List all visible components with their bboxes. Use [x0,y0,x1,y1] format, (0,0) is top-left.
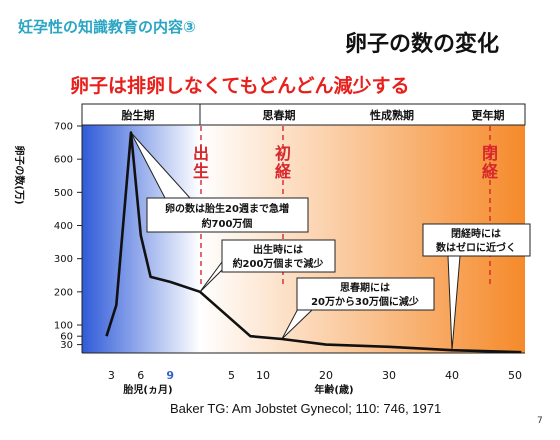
marker-menopause: 閉経 [482,126,499,285]
x-axis-label-age: 年齢(歳) [314,383,353,396]
oocyte-count-chart: 胎生期 思春期 性成熟期 更年期 30601002003004005006007… [13,103,531,396]
marker-menarche-label: 初経 [275,144,292,181]
slide-title: 卵子の数の変化 [345,32,500,57]
marker-menopause-label: 閉経 [482,144,499,181]
marker-birth-label: 出生 [193,144,209,181]
y-tick-label: 100 [54,321,73,332]
y-tick-label: 200 [54,287,73,298]
x-tick-label-age: 10 [256,369,270,382]
y-tick-label: 300 [54,254,73,265]
series-line [105,131,522,354]
annotation-peak-line1: 卵の数は胎生20週まで急増 [165,202,289,215]
y-tick-label: 500 [54,188,73,199]
annotation-menopause-box [422,223,531,257]
x-tick-label-fetal: 3 [108,369,115,382]
x-tick-label-age: 5 [228,369,235,382]
phase-label-fetal: 胎生期 [121,108,155,122]
x-tick-label-fetal: 9 [166,369,174,382]
phase-label-maturity: 性成熟期 [370,108,414,122]
citation: Baker TG: Am Jobstet Gynecol; 110: 746, … [170,401,442,416]
x-tick-label-age: 40 [445,369,459,382]
marker-menarche: 初経 [275,126,292,285]
y-tick-label: 600 [54,155,73,166]
callout-pointers [130,132,461,351]
annotation-birth-box [221,239,336,273]
annotation-puberty-line1: 思春期には [340,281,390,294]
annotation-menopause: 閉経時には 数はゼロに近づく [422,223,531,257]
series-title: 妊孕性の知識教育の内容③ [18,18,196,36]
annotation-puberty: 思春期には 20万から30万個に減少 [296,277,435,311]
annotation-birth-line1: 出生時には [253,243,303,256]
x-axis-label-fetal: 胎児(ヵ月) [122,383,172,396]
headline: 卵子は排卵しなくてもどんどん減少する [70,75,410,97]
annotation-menopause-line1: 閉経時には [451,227,501,240]
annotation-puberty-box [296,277,435,311]
annotation-birth-line2: 約200万個まで減少 [233,257,324,270]
page-number: 7 [537,416,543,426]
x-tick-label-fetal: 6 [137,369,144,382]
annotation-peak: 卵の数は胎生20週まで急増 約700万個 [146,197,309,233]
y-tick-label: 30 [60,340,73,351]
phase-label-puberty: 思春期 [263,108,296,122]
y-tick-label: 700 [54,122,73,133]
annotation-peak-box [146,197,309,233]
phase-box-adult [199,103,526,126]
y-axis-label: 卵子の数(万) [13,145,26,204]
marker-birth: 出生 [193,126,209,285]
x-tick-group: 3 6 9 5 10 20 30 40 50 [108,369,522,382]
y-tick-label: 400 [54,221,73,232]
annotation-menopause-line2: 数はゼロに近づく [436,241,516,254]
x-tick-label-age: 50 [508,369,522,382]
annotation-puberty-line2: 20万から30万個に減少 [311,295,419,308]
x-tick-label-age: 20 [319,369,333,382]
phase-label-menopause: 更年期 [472,108,505,122]
annotation-peak-line2: 約700万個 [202,217,253,230]
annotation-birth: 出生時には 約200万個まで減少 [221,239,336,273]
phase-bar: 胎生期 思春期 性成熟期 更年期 [81,103,526,126]
x-tick-label-age: 30 [382,369,396,382]
y-tick-label: 60 [60,332,73,343]
